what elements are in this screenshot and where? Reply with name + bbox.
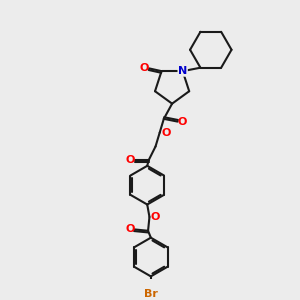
Text: O: O	[161, 128, 170, 138]
Text: O: O	[140, 63, 149, 74]
Text: Br: Br	[144, 289, 158, 299]
Text: O: O	[125, 224, 135, 234]
Text: N: N	[178, 66, 187, 76]
Text: O: O	[151, 212, 160, 222]
Text: O: O	[126, 155, 135, 165]
Text: O: O	[177, 117, 187, 127]
